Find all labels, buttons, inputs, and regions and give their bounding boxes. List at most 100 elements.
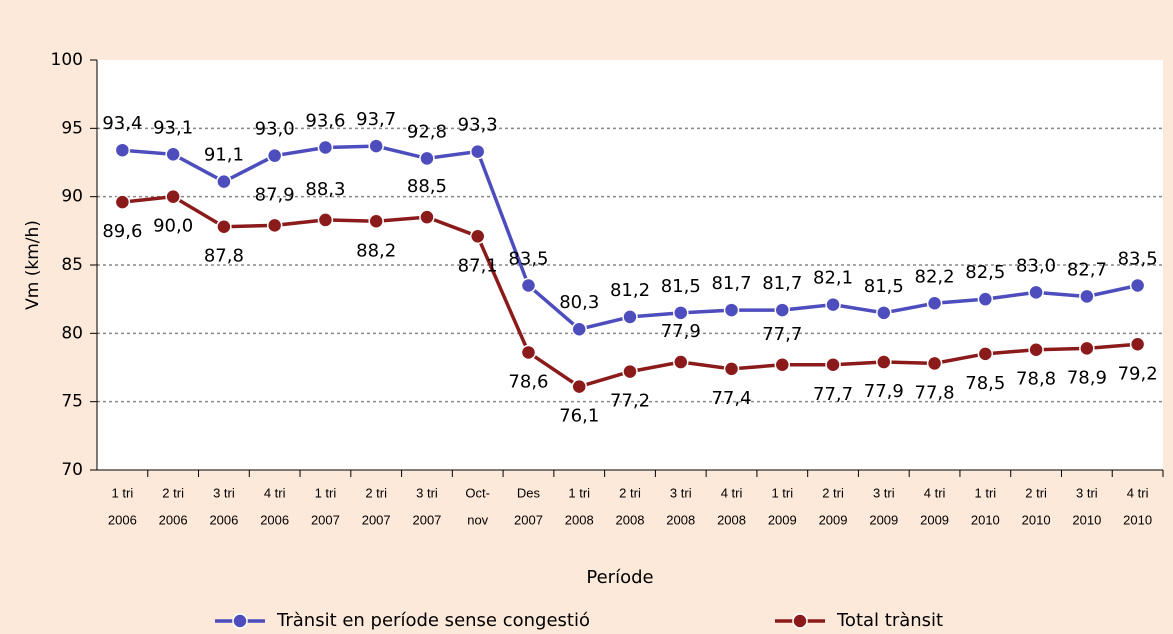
data-label: 77,9	[661, 321, 701, 342]
data-point	[469, 228, 486, 245]
x-tick-label: 1 tri	[112, 485, 134, 500]
data-point	[1129, 277, 1146, 294]
data-label: 77,7	[762, 324, 802, 345]
data-label: 78,5	[965, 373, 1005, 394]
data-label: 89,6	[102, 221, 142, 242]
x-tick-label: 2010	[1072, 512, 1101, 527]
data-point	[876, 305, 892, 321]
data-label: 92,8	[407, 121, 447, 142]
data-point	[774, 357, 791, 373]
data-point	[876, 354, 892, 370]
data-point	[266, 147, 283, 164]
data-point	[774, 302, 791, 318]
x-tick-label: 2 tri	[1025, 485, 1047, 500]
data-label: 81,2	[610, 280, 650, 301]
data-point	[520, 344, 537, 361]
data-label: 81,7	[762, 273, 802, 294]
data-label: 93,7	[356, 109, 396, 130]
x-tick-label: 4 tri	[924, 485, 946, 500]
data-point	[1129, 336, 1146, 353]
x-tick-label: 2006	[209, 512, 238, 527]
x-tick-label: 2009	[819, 512, 848, 527]
y-tick-label: 90	[61, 187, 83, 207]
data-point	[571, 321, 587, 337]
x-tick-label: 2010	[1022, 512, 1051, 527]
data-label: 79,2	[1118, 363, 1158, 384]
data-point	[419, 209, 435, 225]
data-point	[1079, 288, 1095, 305]
data-label: 83,5	[1118, 249, 1158, 270]
data-label: 82,2	[915, 266, 955, 287]
data-point	[419, 150, 435, 167]
data-point	[368, 213, 384, 230]
x-tick-label: 1 tri	[771, 485, 793, 500]
x-tick-label: 2010	[971, 512, 1000, 527]
data-point	[1028, 341, 1044, 358]
data-point	[317, 212, 334, 228]
x-tick-label: 3 tri	[213, 485, 235, 500]
x-tick-label: 2006	[108, 512, 137, 527]
data-label: 77,4	[711, 388, 751, 409]
legend-marker	[792, 613, 808, 629]
x-tick-label: nov	[467, 512, 488, 527]
x-tick-label: 1 tri	[568, 485, 590, 500]
x-tick-label: 2009	[768, 512, 797, 527]
x-tick-label: 3 tri	[1076, 485, 1098, 500]
data-label: 81,5	[864, 276, 904, 297]
y-tick-label: 70	[61, 460, 83, 480]
data-label: 90,0	[153, 216, 193, 237]
x-tick-label: 1 tri	[315, 485, 337, 500]
data-label: 78,9	[1067, 367, 1107, 388]
x-tick-label: 2006	[260, 512, 289, 527]
data-label: 93,1	[153, 117, 193, 138]
y-tick-label: 75	[61, 392, 83, 412]
data-label: 77,8	[915, 382, 955, 403]
data-point	[673, 354, 689, 370]
data-point	[114, 142, 131, 158]
x-tick-label: 2009	[869, 512, 898, 527]
x-tick-label: 2007	[362, 512, 391, 527]
x-tick-label: 2008	[616, 512, 645, 527]
data-label: 88,3	[305, 179, 345, 200]
data-point	[216, 218, 232, 235]
data-point	[266, 217, 283, 234]
data-label: 88,5	[407, 176, 447, 197]
y-tick-label: 80	[61, 323, 83, 343]
data-point	[317, 139, 334, 156]
data-label: 83,0	[1016, 255, 1056, 276]
x-tick-label: 2 tri	[822, 485, 844, 500]
x-tick-label: 1 tri	[974, 485, 996, 500]
data-label: 77,2	[610, 391, 650, 412]
x-tick-label: 2010	[1123, 512, 1152, 527]
data-label: 82,7	[1067, 259, 1107, 280]
x-tick-label: 2009	[920, 512, 949, 527]
data-point	[114, 194, 131, 210]
data-point	[977, 291, 994, 307]
y-axis-label: Vm (km/h)	[23, 220, 43, 310]
x-axis-label: Període	[586, 567, 653, 588]
legend-label: Trànsit en període sense congestió	[276, 610, 590, 631]
data-point	[216, 173, 232, 190]
data-label: 87,9	[255, 184, 295, 205]
data-point	[825, 296, 841, 313]
x-tick-label: Oct-	[465, 485, 490, 500]
data-point	[165, 146, 181, 163]
legend-marker	[232, 613, 248, 629]
x-tick-label: 2 tri	[162, 485, 184, 500]
legend-label: Total trànsit	[836, 610, 943, 631]
data-point	[622, 363, 638, 380]
data-label: 82,5	[965, 262, 1005, 283]
x-tick-label: 2006	[159, 512, 188, 527]
x-tick-label: 2007	[412, 512, 441, 527]
y-tick-label: 95	[61, 118, 83, 138]
data-point	[368, 138, 384, 154]
data-label: 78,8	[1016, 369, 1056, 390]
x-tick-label: 4 tri	[1127, 485, 1149, 500]
data-point	[469, 143, 486, 160]
x-tick-label: 2008	[565, 512, 594, 527]
data-point	[977, 346, 994, 362]
x-tick-label: 2007	[514, 512, 543, 527]
x-tick-label: 4 tri	[721, 485, 743, 500]
data-point	[723, 361, 740, 377]
